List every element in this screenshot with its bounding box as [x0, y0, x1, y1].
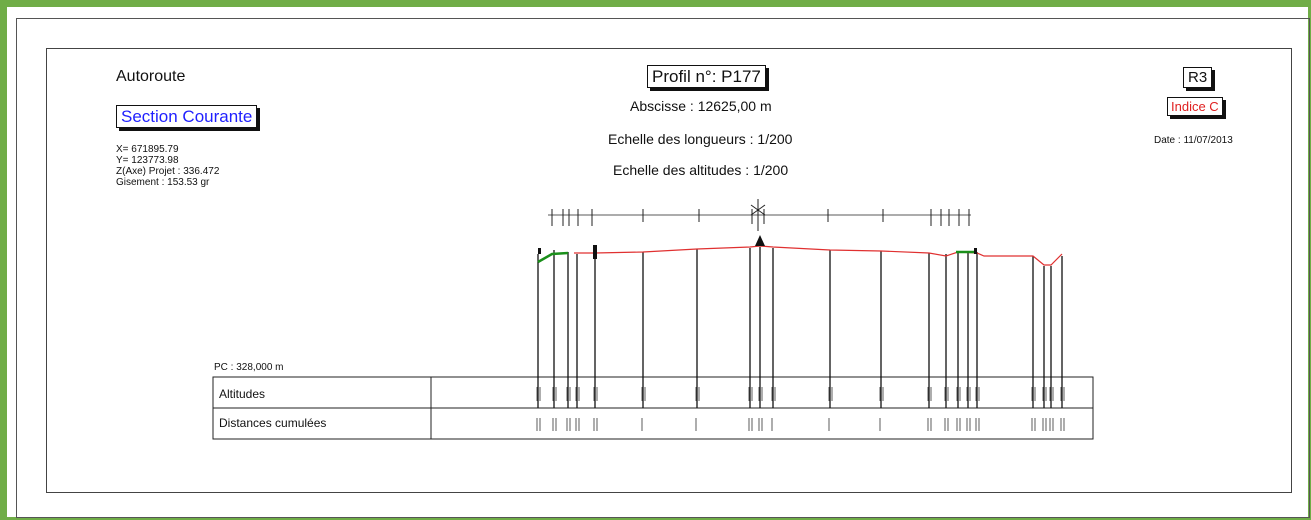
coord-x: X= 671895.79 [116, 144, 179, 155]
abscisse-label: Abscisse : 12625,00 m [630, 98, 772, 114]
section-label: Section Courante [116, 105, 258, 128]
indice-label: Indice C [1167, 97, 1223, 116]
profile-title-box: Profil n°: P177 [647, 65, 766, 88]
pc-label: PC : 328,000 m [214, 362, 284, 373]
date-label: Date : 11/07/2013 [1154, 135, 1233, 146]
road-type-label: Autoroute [116, 68, 186, 85]
scale-altitudes: Echelle des altitudes : 1/200 [613, 162, 789, 178]
document-border [16, 18, 1310, 518]
profile-title: Profil n°: P177 [647, 65, 766, 88]
section-badge: Section Courante [116, 105, 258, 128]
profile-sheet: Autoroute Section Courante X= 671895.79 … [46, 48, 1292, 493]
gisement: Gisement : 153.53 gr [116, 177, 210, 188]
cross-section-drawing [212, 199, 1094, 440]
coord-z: Z(Axe) Projet : 336.472 [116, 166, 220, 177]
coord-y: Y= 123773.98 [116, 155, 179, 166]
altitudes-row-label: Altitudes [219, 387, 266, 401]
indice-box: Indice C [1167, 97, 1223, 116]
revision-label: R3 [1183, 67, 1213, 88]
revision-box: R3 [1183, 67, 1213, 88]
scale-lengths: Echelle des longueurs : 1/200 [608, 131, 793, 147]
distances-row-label: Distances cumulées [219, 416, 327, 430]
